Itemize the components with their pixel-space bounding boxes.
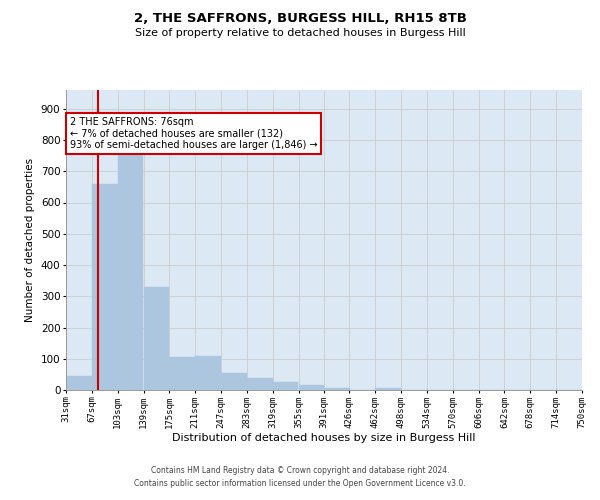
- Bar: [325, 388, 350, 390]
- Text: Size of property relative to detached houses in Burgess Hill: Size of property relative to detached ho…: [134, 28, 466, 38]
- Bar: [92, 184, 118, 390]
- Bar: [143, 287, 169, 390]
- Bar: [299, 384, 324, 390]
- X-axis label: Distribution of detached houses by size in Burgess Hill: Distribution of detached houses by size …: [172, 434, 476, 444]
- Bar: [273, 382, 298, 390]
- Text: 2 THE SAFFRONS: 76sqm
← 7% of detached houses are smaller (132)
93% of semi-deta: 2 THE SAFFRONS: 76sqm ← 7% of detached h…: [70, 116, 317, 150]
- Bar: [247, 378, 272, 390]
- Bar: [66, 376, 92, 390]
- Bar: [221, 373, 247, 390]
- Bar: [196, 356, 221, 390]
- Bar: [169, 357, 195, 390]
- Bar: [118, 152, 143, 390]
- Y-axis label: Number of detached properties: Number of detached properties: [25, 158, 35, 322]
- Text: 2, THE SAFFRONS, BURGESS HILL, RH15 8TB: 2, THE SAFFRONS, BURGESS HILL, RH15 8TB: [134, 12, 466, 26]
- Bar: [376, 388, 401, 390]
- Text: Contains HM Land Registry data © Crown copyright and database right 2024.
Contai: Contains HM Land Registry data © Crown c…: [134, 466, 466, 487]
